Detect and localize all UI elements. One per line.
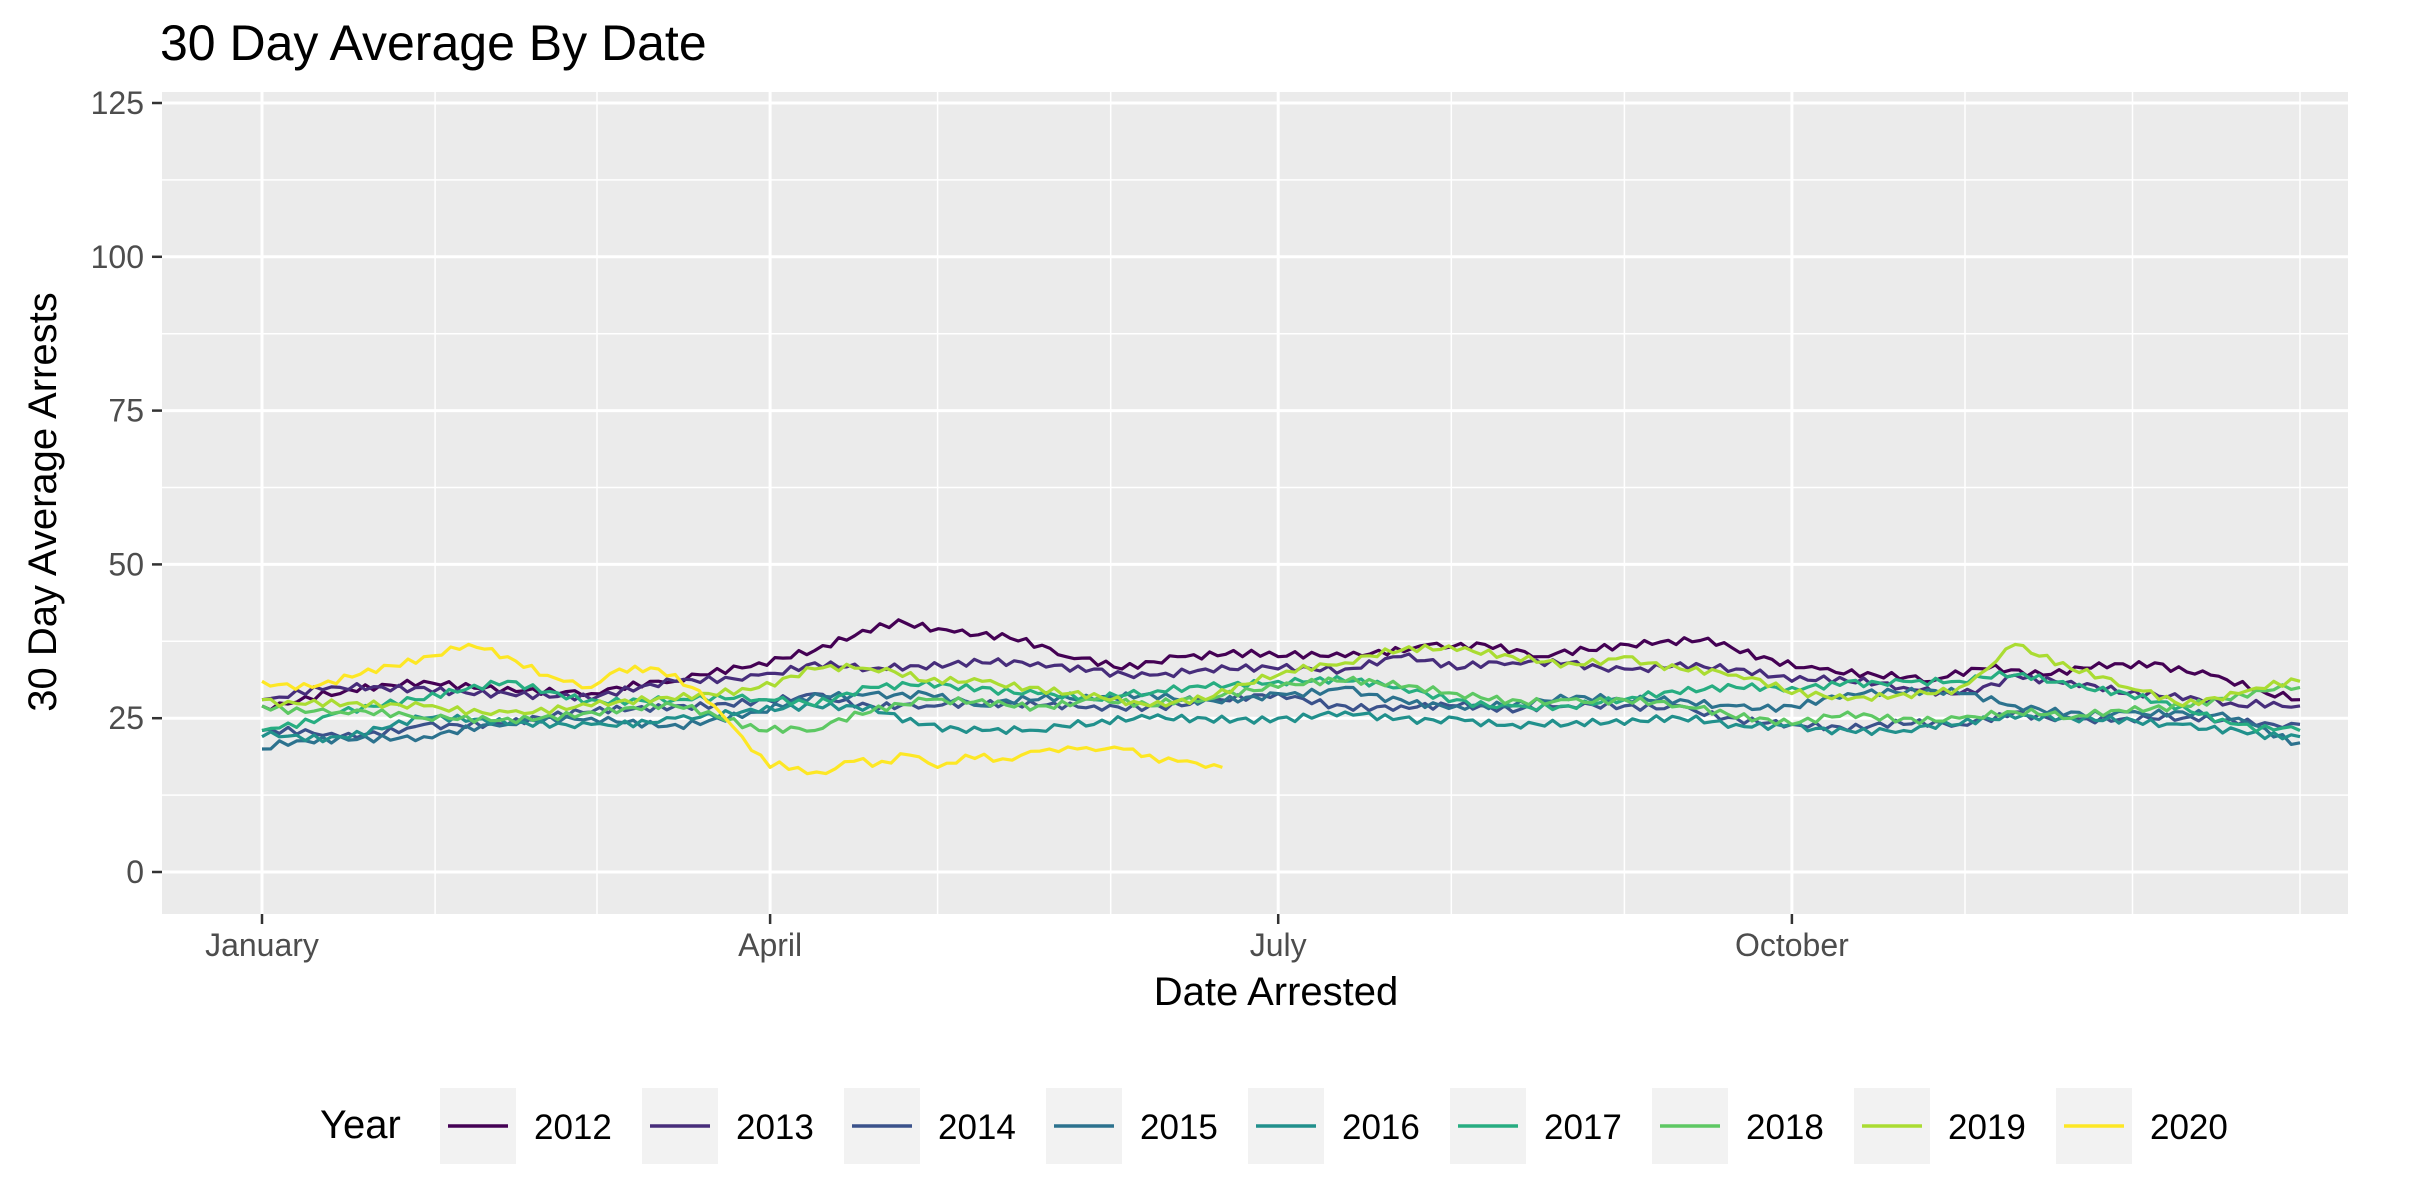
x-axis-title: Date Arrested	[1154, 970, 1399, 1014]
y-tick-label: 125	[91, 85, 144, 121]
legend-label-2014: 2014	[938, 1108, 1016, 1147]
y-tick-label: 100	[91, 239, 144, 275]
plot-panel	[162, 92, 2348, 914]
legend: Year 2012 2013 2014 2015 2016 2017 2018 2019 202…	[320, 1088, 2228, 1164]
grid	[162, 92, 2348, 914]
chart-title: 30 Day Average By Date	[160, 15, 707, 71]
series-line-2019	[261, 642, 2301, 717]
y-tick-label: 50	[108, 546, 144, 582]
x-tick-label: April	[738, 927, 802, 963]
series-line-2018	[261, 675, 2301, 734]
series-line-2017	[261, 670, 2301, 733]
legend-label-2015: 2015	[1140, 1108, 1218, 1147]
x-tick-label: October	[1735, 927, 1849, 963]
y-tick-label: 25	[108, 700, 144, 736]
legend-label-2016: 2016	[1342, 1108, 1420, 1147]
x-tick-label: July	[1250, 927, 1307, 963]
series-line-2020	[261, 642, 1223, 776]
series-layer	[261, 618, 2301, 776]
legend-label-2018: 2018	[1746, 1108, 1824, 1147]
legend-label-2017: 2017	[1544, 1108, 1622, 1147]
legend-label-2019: 2019	[1948, 1108, 2026, 1147]
x-tick-label: January	[205, 927, 319, 963]
legend-label-2012: 2012	[534, 1108, 612, 1147]
series-line-2015	[261, 685, 2301, 751]
y-tick-label: 0	[126, 854, 144, 890]
legend-label-2013: 2013	[736, 1108, 814, 1147]
y-tick-label: 75	[108, 393, 144, 429]
series-line-2016	[261, 701, 2301, 744]
y-axis-title: 30 Day Average Arrests	[21, 292, 65, 712]
legend-label-2020: 2020	[2150, 1108, 2228, 1147]
series-line-2012	[261, 618, 2301, 712]
legend-title: Year	[320, 1103, 401, 1147]
axes: 0 25 50 75 100 125 January April July October	[91, 85, 1850, 963]
